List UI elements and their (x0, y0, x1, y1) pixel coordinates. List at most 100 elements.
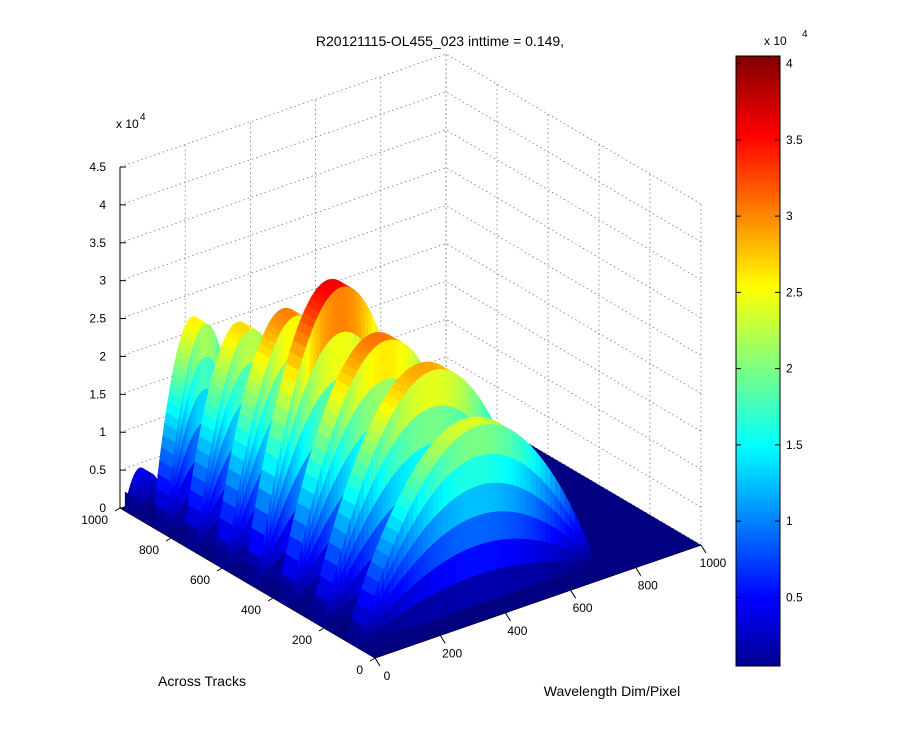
band-wall-segment (422, 408, 428, 448)
band-wall-segment (555, 544, 561, 562)
band-wall-segment (423, 572, 429, 601)
grid-x-line-1 (184, 144, 441, 636)
band-wall-segment (390, 471, 396, 510)
band-end-cap (244, 562, 258, 590)
band-wall-segment (481, 512, 488, 544)
band-wall-segment (234, 347, 238, 384)
band-wall-segment (471, 574, 478, 607)
z-exponent-base: x 10 (116, 117, 139, 131)
band-wall-segment (496, 510, 502, 541)
band-wall-segment (462, 578, 468, 610)
band-wall-segment (525, 514, 532, 540)
band-wall-segment (442, 475, 448, 509)
band-wall-segment (229, 359, 233, 395)
band-wall-segment (506, 455, 512, 485)
band-wall-segment (467, 516, 473, 550)
z-tick-label-5: 2.5 (89, 312, 106, 326)
colorbar-ticks: 0.5 1 1.5 2 2.5 3 3.5 4 (736, 57, 803, 604)
y-tick-mark-5 (114, 507, 121, 512)
band-wall-segment (511, 484, 517, 513)
band-wall-segment (501, 566, 507, 597)
x-axis-label: Wavelength Dim/Pixel (544, 683, 680, 699)
band-wall-segment (515, 432, 522, 463)
band-wall-segment (422, 372, 428, 412)
band-wall-segment (458, 375, 464, 413)
band-wall-segment (319, 347, 324, 397)
band-wall-segment (467, 428, 473, 462)
band-wall-segment (511, 564, 517, 594)
band-wall-segment (501, 425, 507, 456)
band-wall-segment (457, 521, 463, 555)
band-wall-segment (395, 400, 401, 441)
band-wall-segment (437, 507, 444, 540)
x-tick-label-4: 800 (638, 579, 658, 593)
band-wall-segment (496, 567, 502, 599)
band-wall-segment (515, 511, 522, 539)
band-wall-segment (471, 485, 478, 518)
grid-z-line-9 (119, 53, 702, 205)
band-wall-segment (353, 405, 359, 448)
band-wall-segment (486, 453, 492, 484)
band-wall-segment (511, 456, 517, 487)
band-wall-segment (496, 539, 502, 570)
band-wall-segment (515, 563, 522, 592)
band-wall-segment (236, 342, 240, 379)
band-wall-segment (442, 530, 448, 563)
band-wall-segment (540, 540, 546, 562)
grid-lines (119, 53, 702, 659)
x-tick-mark-1 (439, 635, 446, 644)
band-wall-segment (427, 543, 434, 574)
band-wall-segment (447, 584, 453, 616)
colorbar-exponent-base: x 10 (764, 34, 787, 48)
band-wall-segment (399, 393, 405, 435)
band-wall-segment (550, 542, 556, 562)
band-wall-segment (447, 442, 453, 477)
colorbar-tick-label-7: 4 (786, 57, 793, 71)
band-wall-segment (467, 382, 473, 420)
band-wall-segment (403, 608, 409, 631)
band-wall-segment (462, 430, 468, 465)
band-wall-segment (447, 527, 453, 560)
chart-title: R20121115-OL455_023 inttime = 0.149, (316, 33, 564, 49)
colorbar-tick-label-3: 2 (786, 362, 793, 376)
grid-y-line-1 (323, 174, 651, 629)
band-wall-segment (452, 524, 458, 557)
band-wall-segment (440, 369, 446, 406)
band-wall-segment (423, 596, 429, 624)
colorbar-tick-label-4: 2.5 (786, 285, 803, 299)
grid-x-line-2 (249, 121, 506, 614)
band-wall-segment (272, 343, 276, 384)
band-wall-segment (462, 378, 468, 416)
band-wall-segment (344, 286, 349, 332)
y-tick-label-0: 0 (356, 663, 363, 677)
band-wall-segment (506, 538, 512, 567)
colorbar: 0.5 1 1.5 2 2.5 3 3.5 4 x 10 4 (735, 29, 808, 667)
band-wall-segment (396, 340, 402, 380)
band-wall-segment (550, 560, 556, 580)
band-wall-segment (476, 424, 483, 457)
band-wall-segment (471, 455, 478, 489)
z-tick-label-4: 2 (99, 349, 106, 363)
band-wall-segment (530, 539, 536, 563)
band-wall-segment (361, 296, 366, 345)
band-wall-segment (506, 483, 512, 512)
z-tick-label-0: 0 (99, 501, 106, 515)
band-wall-segment (511, 538, 517, 566)
band-wall-segment (525, 562, 532, 588)
band-wall-segment (457, 463, 463, 497)
band-wall-segment (453, 372, 459, 410)
band-wall-segment (491, 511, 497, 542)
band-wall-segment (457, 433, 463, 468)
colorbar-tick-label-5: 3 (786, 209, 793, 223)
band-wall-segment (377, 342, 382, 384)
band-wall-segment (413, 378, 419, 419)
band-wall-segment (381, 340, 386, 382)
band-wall-segment (432, 538, 439, 570)
colorbar-exponent-power: 4 (802, 29, 808, 40)
band-wall-segment (250, 329, 253, 364)
band-wall-segment (389, 339, 394, 379)
band-wall-segment (326, 338, 331, 388)
band-wall-segment (357, 399, 363, 442)
x-axis-ticks: 0 200 400 600 800 1000 (374, 544, 727, 683)
